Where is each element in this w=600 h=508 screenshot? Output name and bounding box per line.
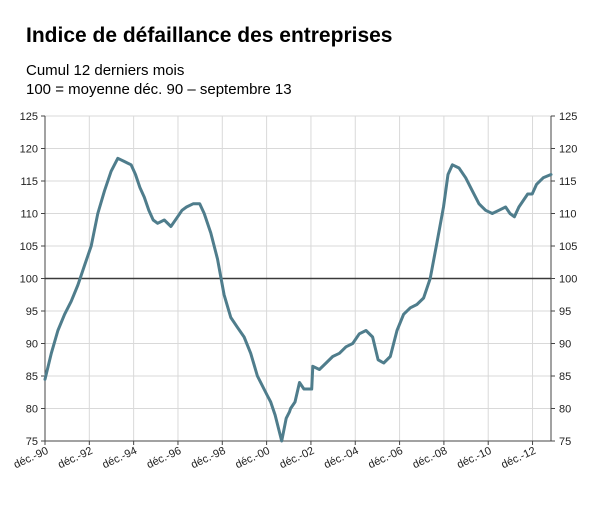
y-tick-label-right: 105 <box>559 241 577 253</box>
y-tick-label-left: 80 <box>26 404 38 416</box>
y-tick-label-right: 110 <box>559 209 577 221</box>
x-tick-label: déc.-90 <box>12 445 50 471</box>
y-tick-label-left: 110 <box>20 209 38 221</box>
y-tick-label-left: 115 <box>20 176 38 188</box>
y-tick-label-left: 90 <box>26 339 38 351</box>
series-line-0 <box>43 156 553 443</box>
chart-title: Indice de défaillance des entreprises <box>26 24 393 47</box>
x-tick-label: déc.-98 <box>189 445 227 471</box>
y-tick-label-left: 100 <box>20 274 38 286</box>
y-tick-label-left: 105 <box>20 241 38 253</box>
chart-subtitle-line2: 100 = moyenne déc. 90 – septembre 13 <box>26 81 292 98</box>
x-tick-label: déc.-92 <box>56 445 94 471</box>
y-tick-label-right: 75 <box>559 436 571 448</box>
x-tick-label: déc.-06 <box>367 445 405 471</box>
y-tick-label-left: 120 <box>20 144 38 156</box>
y-tick-label-right: 115 <box>559 176 577 188</box>
chart-subtitle-line1: Cumul 12 derniers mois <box>26 62 185 79</box>
x-tick-label: déc.-00 <box>234 445 272 471</box>
y-tick-label-left: 75 <box>26 436 38 448</box>
y-tick-label-left: 85 <box>26 371 38 383</box>
y-tick-label-right: 80 <box>559 404 571 416</box>
x-tick-label: déc.-96 <box>145 445 183 471</box>
y-tick-label-left: 95 <box>26 306 38 318</box>
x-tick-label: déc.-02 <box>278 445 316 471</box>
y-tick-label-right: 95 <box>559 306 571 318</box>
x-tick-label: déc.-04 <box>322 445 360 471</box>
y-tick-label-right: 90 <box>559 339 571 351</box>
y-tick-label-right: 120 <box>559 144 577 156</box>
y-tick-label-left: 125 <box>20 111 38 123</box>
x-tick-label: déc.-10 <box>455 445 493 471</box>
y-tick-label-right: 85 <box>559 371 571 383</box>
x-tick-label: déc.-12 <box>499 445 537 471</box>
x-tick-label: déc.-94 <box>101 445 139 471</box>
y-tick-label-right: 125 <box>559 111 577 123</box>
label-layer: 75 75 80 80 85 85 90 90 95 95 100 100 105 105 110 110 11… <box>12 111 577 471</box>
y-tick-label-right: 100 <box>559 274 577 286</box>
x-tick-label: déc.-08 <box>411 445 449 471</box>
series-layer <box>43 156 553 443</box>
